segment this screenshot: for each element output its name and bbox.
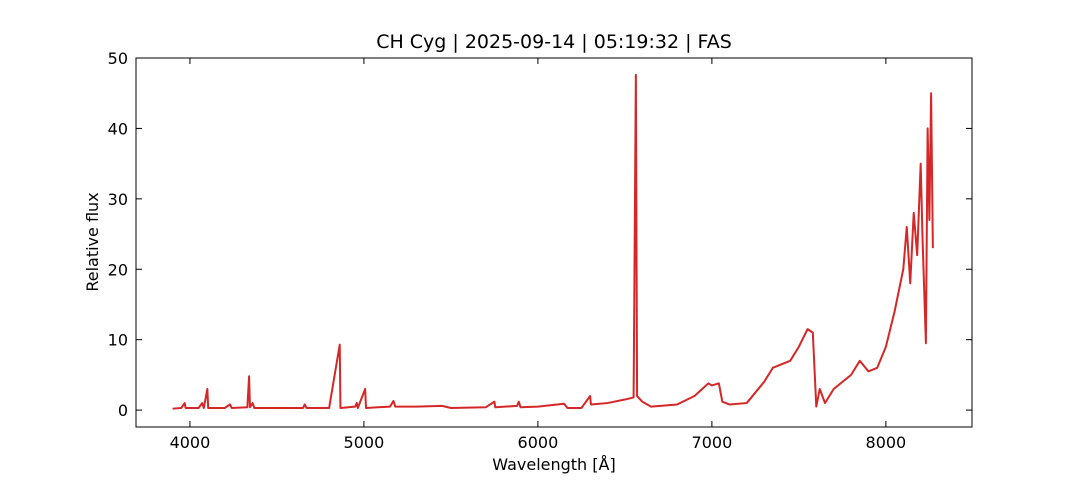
y-tick-label: 50: [108, 49, 128, 68]
y-tick-label: 40: [108, 119, 128, 138]
x-tick-label: 4000: [170, 433, 211, 452]
x-tick-label: 5000: [344, 433, 385, 452]
y-axis-label: Relative flux: [83, 192, 102, 291]
x-axis-label: Wavelength [Å]: [492, 455, 615, 474]
y-tick-label: 30: [108, 190, 128, 209]
spectrum-line: [172, 73, 934, 410]
x-tick-label: 8000: [866, 433, 907, 452]
x-tick-label: 6000: [518, 433, 559, 452]
y-tick-label: 20: [108, 260, 128, 279]
plot-frame: [135, 57, 973, 428]
x-tick-label: 7000: [692, 433, 733, 452]
chart-title: CH Cyg | 2025-09-14 | 05:19:32 | FAS: [376, 31, 732, 53]
y-tick-label: 10: [108, 331, 128, 350]
y-tick-label: 0: [118, 401, 128, 420]
